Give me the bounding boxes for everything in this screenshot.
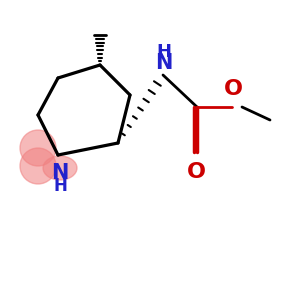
Text: H: H — [157, 43, 172, 61]
Circle shape — [20, 148, 56, 184]
Text: N: N — [155, 53, 173, 73]
Text: O: O — [187, 162, 206, 182]
Ellipse shape — [43, 156, 77, 180]
Text: H: H — [53, 177, 67, 195]
Text: O: O — [224, 79, 242, 99]
Text: N: N — [51, 163, 69, 183]
Circle shape — [20, 130, 56, 166]
